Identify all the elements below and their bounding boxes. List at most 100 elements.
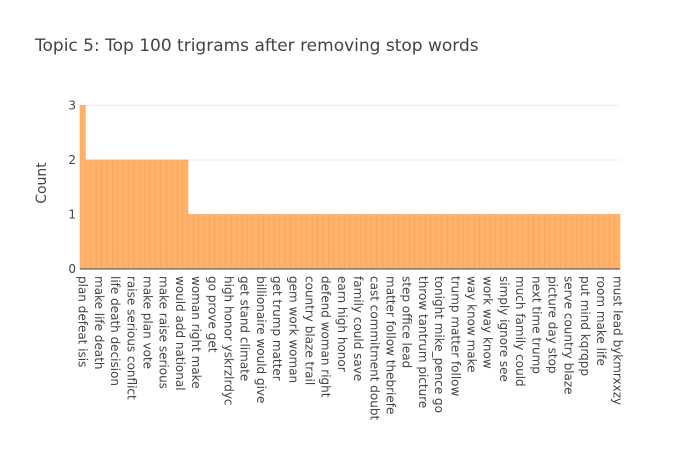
- bar[interactable]: [538, 214, 545, 270]
- bar[interactable]: [144, 159, 151, 270]
- bar[interactable]: [279, 214, 286, 270]
- bar[interactable]: [581, 214, 588, 270]
- bar[interactable]: [193, 214, 200, 270]
- bar[interactable]: [90, 159, 97, 270]
- bar[interactable]: [500, 214, 507, 270]
- bar[interactable]: [290, 214, 297, 270]
- bar[interactable]: [284, 214, 291, 270]
- bar[interactable]: [247, 214, 254, 270]
- bar[interactable]: [544, 214, 551, 270]
- bar[interactable]: [149, 159, 156, 270]
- bar[interactable]: [139, 159, 146, 270]
- bar[interactable]: [112, 159, 119, 270]
- bar[interactable]: [506, 214, 513, 270]
- bar[interactable]: [203, 214, 210, 270]
- bar[interactable]: [403, 214, 410, 270]
- bar[interactable]: [268, 214, 275, 270]
- bar[interactable]: [522, 214, 529, 270]
- bar[interactable]: [236, 214, 243, 270]
- bar[interactable]: [85, 159, 92, 270]
- bar[interactable]: [587, 214, 594, 270]
- bar[interactable]: [209, 214, 216, 270]
- bar[interactable]: [603, 214, 610, 270]
- bar[interactable]: [430, 214, 437, 270]
- bar[interactable]: [128, 159, 135, 270]
- bar[interactable]: [598, 214, 605, 270]
- bar[interactable]: [490, 214, 497, 270]
- bar[interactable]: [122, 159, 129, 270]
- bar[interactable]: [549, 214, 556, 270]
- bar[interactable]: [576, 214, 583, 270]
- bar[interactable]: [365, 214, 372, 270]
- bar[interactable]: [182, 159, 189, 270]
- bar[interactable]: [344, 214, 351, 270]
- bar[interactable]: [419, 214, 426, 270]
- bar[interactable]: [322, 214, 329, 270]
- bar[interactable]: [392, 214, 399, 270]
- bar[interactable]: [560, 214, 567, 270]
- bar[interactable]: [241, 214, 248, 270]
- bar[interactable]: [274, 214, 281, 270]
- bar[interactable]: [311, 214, 318, 270]
- bar[interactable]: [301, 214, 308, 270]
- bar[interactable]: [198, 214, 205, 270]
- bar[interactable]: [166, 159, 173, 270]
- bar[interactable]: [425, 214, 432, 270]
- bar[interactable]: [452, 214, 459, 270]
- bar[interactable]: [79, 105, 86, 270]
- bar[interactable]: [230, 214, 237, 270]
- bar[interactable]: [133, 159, 140, 270]
- bar[interactable]: [414, 214, 421, 270]
- bar[interactable]: [360, 214, 367, 270]
- bar[interactable]: [371, 214, 378, 270]
- bar[interactable]: [592, 214, 599, 270]
- bar[interactable]: [608, 214, 615, 270]
- bar[interactable]: [101, 159, 108, 270]
- bar[interactable]: [517, 214, 524, 270]
- bar[interactable]: [171, 159, 178, 270]
- bar[interactable]: [160, 159, 167, 270]
- bar[interactable]: [468, 214, 475, 270]
- bar[interactable]: [295, 214, 302, 270]
- bar[interactable]: [479, 214, 486, 270]
- bar[interactable]: [382, 214, 389, 270]
- bar[interactable]: [306, 214, 313, 270]
- bar[interactable]: [333, 214, 340, 270]
- bar[interactable]: [95, 159, 102, 270]
- bar[interactable]: [398, 214, 405, 270]
- bar[interactable]: [176, 159, 183, 270]
- bar[interactable]: [106, 159, 113, 270]
- bar[interactable]: [263, 214, 270, 270]
- bar[interactable]: [257, 214, 264, 270]
- bar[interactable]: [355, 214, 362, 270]
- bar[interactable]: [387, 214, 394, 270]
- bar[interactable]: [527, 214, 534, 270]
- bar[interactable]: [614, 214, 621, 270]
- bar[interactable]: [117, 159, 124, 270]
- bar[interactable]: [220, 214, 227, 270]
- bar[interactable]: [571, 214, 578, 270]
- bar[interactable]: [317, 214, 324, 270]
- bar[interactable]: [533, 214, 540, 270]
- bar[interactable]: [225, 214, 232, 270]
- bar[interactable]: [446, 214, 453, 270]
- bar[interactable]: [495, 214, 502, 270]
- bar[interactable]: [155, 159, 162, 270]
- bar[interactable]: [484, 214, 491, 270]
- bar[interactable]: [511, 214, 518, 270]
- bar[interactable]: [473, 214, 480, 270]
- bar[interactable]: [328, 214, 335, 270]
- bar[interactable]: [463, 214, 470, 270]
- bar[interactable]: [409, 214, 416, 270]
- bar[interactable]: [338, 214, 345, 270]
- bar[interactable]: [349, 214, 356, 270]
- bar[interactable]: [554, 214, 561, 270]
- bar[interactable]: [214, 214, 221, 270]
- bar[interactable]: [441, 214, 448, 270]
- bar[interactable]: [252, 214, 259, 270]
- bar[interactable]: [187, 214, 194, 270]
- bar[interactable]: [376, 214, 383, 270]
- bar[interactable]: [457, 214, 464, 270]
- bar[interactable]: [436, 214, 443, 270]
- bar[interactable]: [565, 214, 572, 270]
